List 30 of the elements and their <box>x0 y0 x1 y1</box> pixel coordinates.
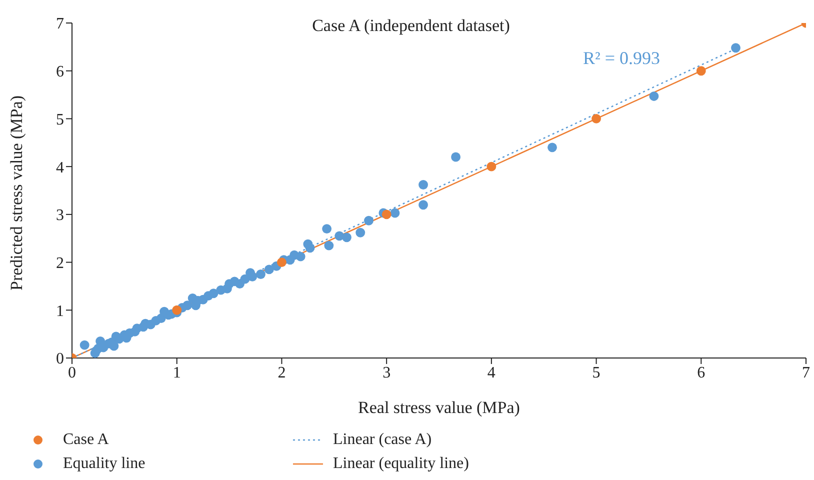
point <box>696 66 706 76</box>
point <box>486 162 496 172</box>
legend-label: Linear (equality line) <box>333 455 469 473</box>
x-axis-title: Real stress value (MPa) <box>358 398 520 417</box>
point <box>592 114 602 124</box>
point <box>172 305 182 315</box>
x-tick-label: 7 <box>802 364 810 382</box>
point <box>382 210 392 220</box>
x-tick-label: 1 <box>172 364 181 382</box>
legend-label: Linear (case A) <box>333 431 432 449</box>
y-tick-label: 2 <box>56 254 64 272</box>
point <box>276 258 286 267</box>
x-tick-label: 0 <box>68 364 76 382</box>
y-tick-label: 6 <box>56 64 64 81</box>
annotation: R² = 0.993 <box>583 48 660 69</box>
y-tick-label: 5 <box>56 111 64 128</box>
x-tick-label: 4 <box>487 364 496 382</box>
chart-title: Case A (independent dataset) <box>312 16 510 35</box>
x-tick-label: 2 <box>278 364 286 382</box>
y-tick-label: 3 <box>56 207 64 224</box>
y-tick-label: 1 <box>56 302 64 320</box>
legend-label: Equality line <box>63 455 146 473</box>
x-tick-label: 5 <box>592 364 600 382</box>
y-axis-title: Predicted stress value (MPa) <box>7 96 26 290</box>
y-tick-label: 7 <box>56 16 64 33</box>
x-tick-label: 3 <box>382 364 391 382</box>
legend-label: Case A <box>63 431 109 449</box>
x-tick-label: 6 <box>697 364 706 382</box>
y-tick-label: 0 <box>56 350 64 368</box>
y-tick-label: 4 <box>56 159 64 176</box>
